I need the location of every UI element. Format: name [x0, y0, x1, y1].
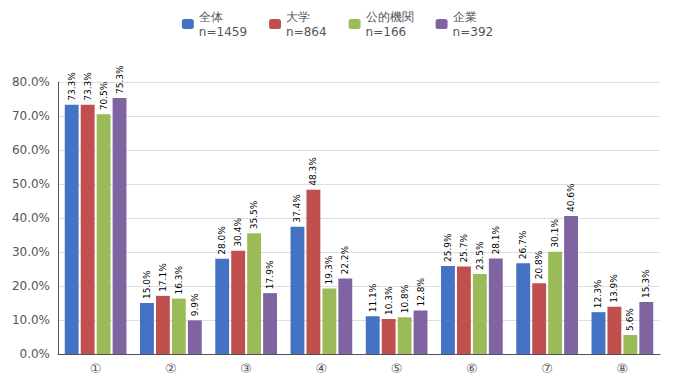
svg-text:35.5%: 35.5%: [249, 200, 259, 229]
svg-text:公的機関: 公的機関: [366, 10, 414, 24]
svg-text:28.0%: 28.0%: [217, 226, 227, 255]
svg-text:73.3%: 73.3%: [67, 72, 77, 101]
svg-text:11.1%: 11.1%: [368, 283, 378, 312]
svg-text:5.6%: 5.6%: [625, 308, 635, 331]
svg-text:60.0%: 60.0%: [12, 143, 50, 157]
svg-text:全体: 全体: [199, 10, 223, 24]
svg-text:25.9%: 25.9%: [443, 233, 453, 262]
svg-text:③: ③: [240, 361, 252, 376]
svg-text:⑥: ⑥: [466, 361, 478, 376]
svg-text:30.1%: 30.1%: [550, 219, 560, 248]
svg-text:20.8%: 20.8%: [534, 250, 544, 279]
svg-text:⑧: ⑧: [617, 361, 629, 376]
svg-text:n=392: n=392: [453, 25, 494, 39]
svg-text:大学: 大学: [286, 10, 310, 24]
svg-text:20.0%: 20.0%: [12, 279, 50, 293]
svg-text:17.9%: 17.9%: [265, 260, 275, 289]
svg-text:n=864: n=864: [286, 25, 327, 39]
svg-text:②: ②: [165, 361, 177, 376]
svg-text:40.0%: 40.0%: [12, 211, 50, 225]
svg-text:10.0%: 10.0%: [12, 313, 50, 327]
svg-text:⑦: ⑦: [541, 361, 553, 376]
svg-text:①: ①: [90, 361, 102, 376]
svg-text:n=166: n=166: [366, 25, 407, 39]
svg-text:17.1%: 17.1%: [158, 263, 168, 292]
svg-text:25.7%: 25.7%: [459, 234, 469, 263]
svg-text:48.3%: 48.3%: [308, 157, 318, 186]
svg-text:50.0%: 50.0%: [12, 177, 50, 191]
svg-text:26.7%: 26.7%: [518, 230, 528, 259]
svg-text:④: ④: [316, 361, 328, 376]
svg-text:30.4%: 30.4%: [233, 218, 243, 247]
svg-text:⑤: ⑤: [391, 361, 403, 376]
svg-text:12.3%: 12.3%: [593, 279, 603, 308]
svg-text:15.0%: 15.0%: [142, 270, 152, 299]
svg-text:16.3%: 16.3%: [174, 266, 184, 295]
svg-text:70.0%: 70.0%: [12, 109, 50, 123]
svg-text:37.4%: 37.4%: [292, 194, 302, 223]
svg-text:80.0%: 80.0%: [12, 75, 50, 89]
svg-text:12.8%: 12.8%: [416, 277, 426, 306]
svg-text:企業: 企業: [453, 10, 477, 24]
svg-text:19.3%: 19.3%: [324, 255, 334, 284]
svg-text:22.2%: 22.2%: [340, 245, 350, 274]
svg-text:n=1459: n=1459: [199, 25, 247, 39]
svg-text:70.5%: 70.5%: [99, 81, 109, 110]
svg-text:23.5%: 23.5%: [475, 241, 485, 270]
svg-text:10.8%: 10.8%: [400, 284, 410, 313]
svg-text:0.0%: 0.0%: [20, 347, 51, 361]
svg-text:15.3%: 15.3%: [641, 269, 651, 298]
svg-text:75.3%: 75.3%: [115, 65, 125, 94]
svg-text:40.6%: 40.6%: [566, 183, 576, 212]
svg-text:10.3%: 10.3%: [384, 286, 394, 315]
svg-text:13.9%: 13.9%: [609, 274, 619, 303]
svg-text:9.9%: 9.9%: [190, 293, 200, 316]
svg-text:28.1%: 28.1%: [491, 225, 501, 254]
svg-text:73.3%: 73.3%: [83, 72, 93, 101]
svg-text:30.0%: 30.0%: [12, 245, 50, 259]
